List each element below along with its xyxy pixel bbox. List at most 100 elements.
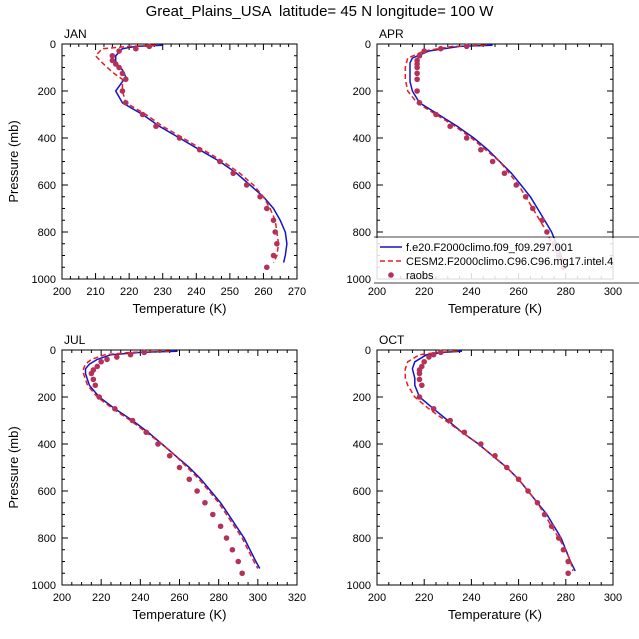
panel-oct-raobs-point [419,382,425,389]
panel-apr-ytick-label: 1000 [347,274,371,286]
panel-oct-raobs-point [416,376,423,383]
panel-jul-raobs-point [239,570,245,577]
panel-jan-raobs-point [230,170,237,177]
panel-oct-frame [376,349,614,586]
panel-oct-series-f-e20-line [411,350,576,572]
legend-box [374,238,639,282]
panel-jan-xtick-label: 210 [86,286,104,298]
panel-apr-xtick-label: 260 [509,286,527,298]
panel-oct-raobs-point [560,546,567,553]
panel-apr-raobs-point [544,229,550,235]
panel-oct-raobs-point [515,476,522,483]
panel-apr-raobs-point [414,64,420,71]
panel-jan-raobs-point [153,123,159,130]
panel-jan-raobs-point [119,88,126,94]
panel-apr-raobs-point [416,52,423,59]
panel-jul-raobs-point [155,441,161,447]
panel-apr-ytick-label: 200 [353,86,371,98]
panel-oct-raobs-point [555,535,562,541]
panel-apr-xtick-label: 300 [604,286,622,298]
panel-jan-ytick-label: 600 [38,180,56,192]
panel-oct-raobs-point [478,441,484,447]
panel-oct-ytick-label: 600 [353,486,371,498]
panel-apr-raobs-point [433,111,439,118]
panel-jul-ylabel: Pressure (mb) [6,426,21,508]
panel-jul-ytick-label: 800 [38,533,56,545]
panel-jul-raobs-point [94,363,101,370]
panel-jul-raobs-point [129,417,136,424]
panel-apr-raobs-point [414,88,420,94]
panel-jan-xtick-label: 250 [221,286,239,298]
panel-jul-xtick-label: 260 [170,592,188,604]
panel-apr-raobs-point [463,43,470,50]
panel-apr-raobs-point [489,158,496,165]
panel-jul-raobs-point [194,488,200,494]
panel-oct-raobs-point [541,511,548,518]
page-title: Great_Plains_USA latitude= 45 N longitud… [145,3,494,20]
panel-apr-xtick-label: 240 [462,286,480,298]
panel-apr-raobs-point [414,70,420,77]
panel-oct-ytick-label: 1000 [347,580,371,592]
panel-jan-raobs-point [270,217,277,224]
panel-jul-xtick-label: 280 [209,592,227,604]
panel-jul-raobs-point [112,405,118,412]
panel-jul-raobs-point [186,476,193,483]
panel-jul-series-cesm2-line [82,350,259,569]
panel-oct-xtick-label: 240 [462,592,480,604]
panel-apr-raobs-point [478,146,484,153]
panel-oct-xtick-label: 300 [604,592,622,604]
panel-jan-raobs-point [263,205,270,212]
panel-oct-raobs-point [447,417,453,424]
panel-oct-xtick-label: 280 [557,592,575,604]
panel-jul-xtick-label: 240 [131,592,149,604]
panel-jul-label: JUL [64,333,86,347]
panel-apr-ytick-label: 800 [353,227,371,239]
panel-oct-xtick-label: 200 [368,592,386,604]
panel-jan-ytick-label: 800 [38,227,56,239]
panel-jul-raobs-point [127,351,134,358]
panel-oct-label: OCT [379,333,405,347]
panel-jul-xtick-label: 320 [288,592,306,604]
panel-jul-raobs-point [166,452,173,459]
panel-jan-raobs-point [257,193,263,200]
panel-jul-raobs-point [88,370,95,377]
panel-apr-ytick-label: 0 [365,39,371,51]
panel-jul-xtick-label: 200 [53,592,71,604]
panel-jan-raobs-point [272,229,278,235]
panel-jan-raobs-point [176,135,183,141]
panel-jan-raobs-point [116,48,122,54]
panel-jul-raobs-point [202,499,208,506]
panel-oct-xtick-label: 260 [509,592,527,604]
panel-jan-raobs-point [139,111,146,118]
panel-apr-xlabel: Temperature (K) [448,301,542,316]
panel-jul-raobs-point [209,511,216,518]
panel-jan-xtick-label: 230 [154,286,172,298]
panel-jul-raobs-point [229,546,236,553]
panel-apr-raobs-point [437,45,444,52]
panel-jan-raobs-point [109,52,116,59]
panel-jan-raobs-point [263,264,270,271]
panel-apr-series-f-e20-line [409,44,565,263]
panel-jul-raobs-point [114,354,120,360]
legend-raobs-marker [388,272,394,278]
panel-oct-raobs-point [416,370,423,377]
panel-jul-ytick-label: 600 [38,486,56,498]
panel-apr-raobs-point [463,135,470,141]
panel-jul-raobs-point [98,358,104,365]
panel-jul-raobs-point [176,464,183,471]
panel-oct-series-cesm2-line [404,350,574,572]
panel-oct-raobs-point [416,394,423,400]
panel-jan-raobs-point [243,182,250,188]
panel-jul-xtick-label: 220 [92,592,110,604]
panel-jan-raobs-point [133,45,139,52]
panel-oct-raobs-point [430,405,437,412]
panel-jul-raobs-point [92,382,99,389]
panel-oct-raobs-point [430,351,437,358]
panel-jan-raobs-point [122,76,129,83]
panel-jul-ytick-label: 1000 [32,580,56,592]
panel-jul-ytick-label: 0 [50,345,56,357]
panel-apr-raobs-point [522,193,529,200]
panel-jan-ytick-label: 400 [38,133,56,145]
panel-oct-ytick-label: 400 [353,439,371,451]
